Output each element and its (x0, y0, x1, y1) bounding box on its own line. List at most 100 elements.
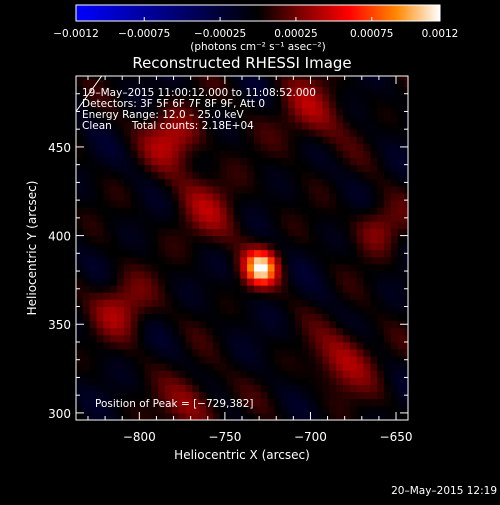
heatmap-cell (329, 79, 337, 88)
heatmap-cell (308, 263, 316, 272)
heatmap-cell (322, 93, 330, 102)
heatmap-cell (82, 334, 91, 343)
heatmap-cell (219, 164, 227, 173)
heatmap-cell (260, 341, 269, 350)
heatmap-cell (103, 79, 111, 88)
heatmap-cell (82, 384, 91, 393)
heatmap-cell (390, 327, 399, 336)
heatmap-cell (308, 76, 316, 80)
heatmap-cell (212, 221, 221, 229)
heatmap-cell (397, 129, 405, 137)
heatmap-cell (137, 207, 145, 215)
heatmap-cell (315, 129, 323, 137)
heatmap-cell (356, 370, 364, 378)
heatmap-cell (130, 384, 139, 393)
heatmap-cell (185, 207, 193, 215)
heatmap-cell (233, 363, 241, 371)
heatmap-cell (240, 377, 248, 385)
heatmap-cell (247, 278, 255, 286)
heatmap-cell (397, 193, 405, 201)
heatmap-cell (117, 334, 125, 343)
heatmap-cell (110, 157, 118, 166)
heatmap-cell (329, 129, 337, 137)
heatmap-cell (171, 93, 180, 102)
heatmap-cell (219, 384, 227, 393)
heatmap-cell (377, 171, 385, 180)
heatmap-cell (123, 107, 132, 116)
heatmap-cell (192, 115, 200, 123)
heatmap-cell (315, 334, 323, 343)
heatmap-cell (363, 263, 371, 272)
heatmap-cell (226, 299, 234, 307)
heatmap-cell (151, 391, 159, 400)
heatmap-cell (192, 412, 200, 420)
heatmap-cell (130, 76, 139, 80)
heatmap-cell (315, 299, 323, 307)
heatmap-cell (89, 76, 97, 80)
heatmap-cell (192, 207, 200, 215)
heatmap-cell (329, 292, 337, 300)
heatmap-cell (260, 391, 269, 400)
heatmap-cell (219, 185, 227, 194)
heatmap-cell (178, 292, 186, 300)
heatmap-cell (151, 363, 159, 371)
heatmap-cell (301, 398, 310, 407)
heatmap-cell (123, 136, 132, 144)
heatmap-cell (212, 349, 221, 357)
heatmap-cell (404, 263, 408, 272)
heatmap-cell (178, 221, 186, 229)
heatmap-cell (315, 412, 323, 420)
heatmap-cell (137, 242, 145, 251)
heatmap-cell (96, 207, 104, 215)
heatmap-cell (342, 143, 351, 151)
heatmap-cell (342, 100, 351, 109)
heatmap-cell (144, 100, 152, 109)
heatmap-cell (144, 185, 152, 194)
heatmap-cell (178, 193, 186, 201)
heatmap-cell (274, 150, 282, 158)
heatmap-cell (110, 193, 118, 201)
heatmap-cell (137, 384, 145, 393)
heatmap-cell (356, 271, 364, 279)
heatmap-cell (342, 207, 351, 215)
heatmap-cell (96, 263, 104, 272)
heatmap-cell (158, 313, 166, 322)
heatmap-cell (158, 263, 166, 272)
heatmap-cell (110, 306, 118, 315)
heatmap-cell (137, 93, 145, 102)
heatmap-cell (82, 327, 91, 336)
heatmap-cell (390, 164, 399, 173)
heatmap-cell (301, 271, 310, 279)
heatmap-cell (322, 278, 330, 286)
heatmap-cell (390, 79, 399, 88)
heatmap-cell (260, 235, 269, 244)
heatmap-cell (322, 178, 330, 187)
heatmap-cell (295, 320, 303, 329)
heatmap-cell (144, 76, 152, 80)
heatmap-cell (226, 122, 234, 130)
heatmap-cell (164, 207, 173, 215)
heatmap-cell (342, 115, 351, 123)
colorbar-ticks: −0.0012 −0.00075 −0.00025 0.00025 0.00075 0.0… (53, 17, 458, 40)
heatmap-cell (260, 285, 269, 293)
heatmap-cell (356, 129, 364, 137)
heatmap-cell (247, 164, 255, 173)
heatmap-cell (253, 164, 262, 173)
heatmap-cell (288, 185, 296, 194)
heatmap-cell (267, 299, 275, 307)
heatmap-cell (356, 157, 364, 166)
heatmap-cell (349, 405, 358, 414)
heatmap-cell (192, 150, 200, 158)
heatmap-cell (110, 285, 118, 293)
heatmap-cell (137, 76, 145, 80)
heatmap-cell (151, 136, 159, 144)
heatmap-cell (199, 193, 207, 201)
heatmap-cell (240, 143, 248, 151)
heatmap-cell (315, 193, 323, 201)
heatmap-cell (117, 100, 125, 109)
heatmap-cell (171, 391, 180, 400)
heatmap-cell (349, 178, 358, 187)
heatmap-cell (329, 221, 337, 229)
heatmap-cell (301, 320, 310, 329)
heatmap-cell (384, 263, 392, 272)
